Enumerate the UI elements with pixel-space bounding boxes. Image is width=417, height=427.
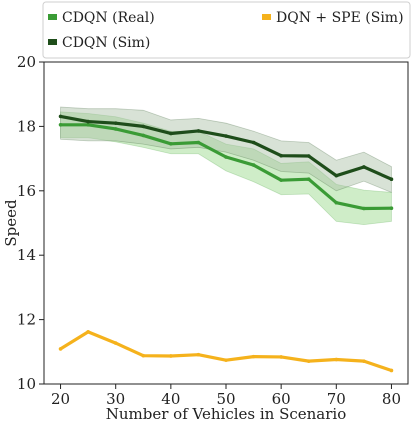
legend-label-cdqn-real: CDQN (Real)	[62, 10, 155, 26]
point-cdqn-real-55	[251, 163, 256, 167]
x-tick-label: 20	[51, 390, 70, 408]
point-cdqn-real-75	[362, 206, 366, 211]
legend-swatch-cdqn-real	[48, 14, 57, 20]
legend-swatch-dqn-spe-sim	[262, 14, 271, 20]
point-cdqn-real-70	[334, 200, 339, 205]
x-tick-label: 70	[327, 390, 346, 408]
point-dqn-spe-sim-30	[113, 341, 118, 345]
point-cdqn-sim-60	[279, 153, 283, 158]
point-cdqn-sim-45	[196, 129, 201, 133]
point-cdqn-real-30	[113, 127, 118, 131]
point-cdqn-sim-25	[86, 119, 90, 124]
point-cdqn-real-20	[58, 122, 63, 127]
point-dqn-spe-sim-75	[362, 359, 366, 363]
point-cdqn-sim-75	[362, 165, 366, 169]
y-tick-label: 14	[17, 246, 36, 264]
point-dqn-spe-sim-25	[86, 330, 90, 334]
x-tick-label: 80	[382, 390, 401, 408]
point-cdqn-sim-80	[389, 177, 394, 182]
point-cdqn-sim-35	[141, 124, 146, 129]
y-tick-label: 10	[17, 375, 36, 393]
y-tick-label: 16	[17, 182, 36, 200]
point-cdqn-sim-30	[113, 121, 118, 125]
legend-label-dqn-spe-sim: DQN + SPE (Sim)	[276, 10, 404, 26]
point-dqn-spe-sim-40	[169, 354, 173, 358]
y-axis: 10 12 14 16 18 20	[17, 53, 44, 393]
point-cdqn-real-60	[279, 178, 283, 182]
point-dqn-spe-sim-55	[251, 354, 256, 359]
point-cdqn-sim-55	[251, 140, 256, 145]
x-tick-label: 50	[216, 390, 235, 408]
legend-frame	[42, 1, 411, 59]
point-cdqn-real-25	[86, 122, 90, 127]
point-cdqn-sim-20	[58, 114, 63, 119]
line-dqn-spe-sim	[58, 330, 394, 373]
point-cdqn-real-45	[196, 140, 201, 145]
point-dqn-spe-sim-50	[224, 358, 228, 362]
band-cdqn-sim	[60, 106, 392, 194]
point-cdqn-sim-50	[224, 134, 228, 138]
x-axis-label: Number of Vehicles in Scenario	[106, 405, 347, 423]
x-tick-label: 40	[161, 390, 180, 408]
point-dqn-spe-sim-35	[141, 353, 146, 358]
point-dqn-spe-sim-65	[306, 359, 311, 363]
y-tick-label: 20	[17, 53, 36, 71]
point-cdqn-real-50	[224, 155, 228, 159]
point-dqn-spe-sim-80	[389, 368, 394, 373]
series-lines	[58, 114, 394, 373]
legend: CDQN (Real) CDQN (Sim) DQN + SPE (Sim)	[42, 1, 411, 59]
point-dqn-spe-sim-20	[58, 347, 63, 351]
point-cdqn-sim-65	[306, 154, 311, 158]
point-cdqn-real-65	[306, 177, 311, 182]
point-dqn-spe-sim-70	[334, 357, 339, 362]
point-dqn-spe-sim-45	[196, 352, 201, 357]
point-cdqn-real-40	[169, 141, 173, 146]
confidence-bands	[60, 106, 392, 226]
y-tick-label: 12	[17, 311, 36, 329]
point-dqn-spe-sim-60	[279, 355, 283, 359]
point-cdqn-sim-70	[334, 173, 339, 178]
x-tick-label: 30	[106, 390, 125, 408]
legend-swatch-cdqn-sim	[48, 39, 57, 45]
legend-label-cdqn-sim: CDQN (Sim)	[62, 35, 150, 51]
point-cdqn-real-35	[141, 133, 146, 138]
y-tick-label: 18	[17, 117, 36, 135]
x-tick-label: 60	[272, 390, 291, 408]
x-axis: 20 30 40 50 60 70 80	[51, 384, 401, 408]
point-cdqn-sim-40	[169, 131, 173, 136]
point-cdqn-real-80	[389, 206, 394, 210]
y-axis-label: Speed	[2, 199, 20, 247]
